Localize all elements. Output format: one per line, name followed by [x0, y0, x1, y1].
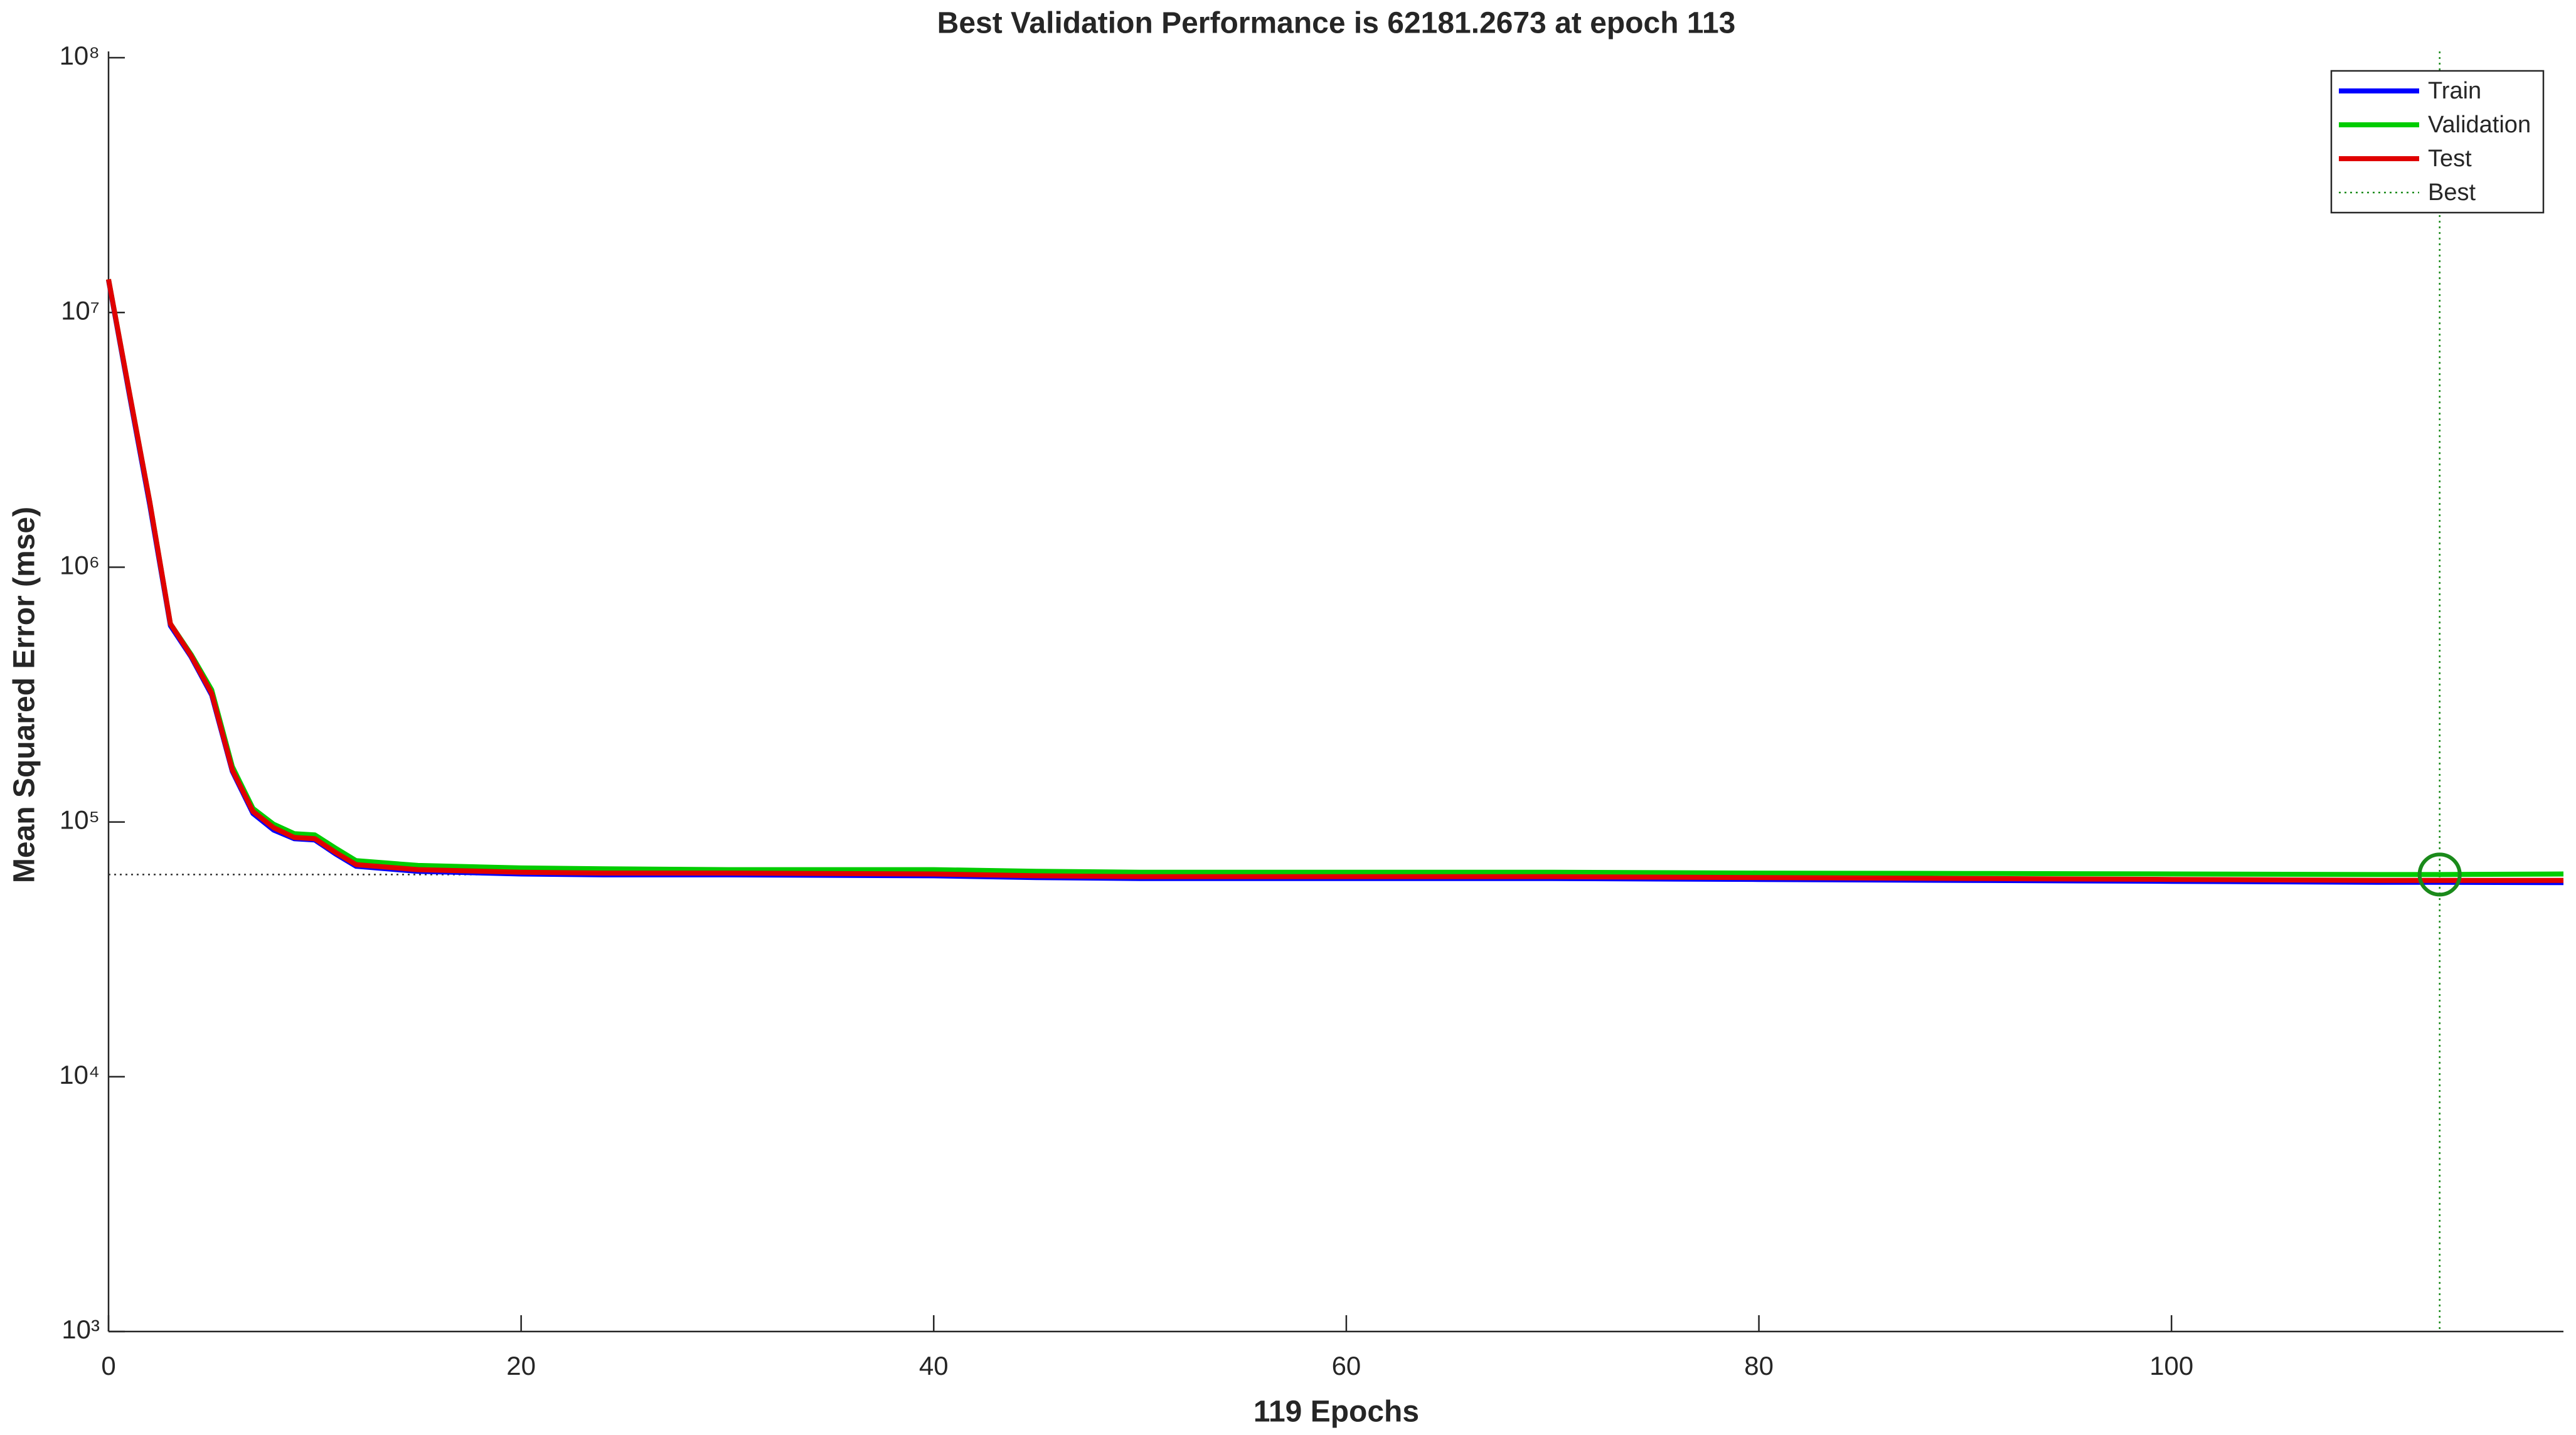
best-marker	[2417, 852, 2462, 897]
legend-label: Best	[2428, 179, 2476, 206]
y-axis-label: Mean Squared Error (mse)	[8, 507, 41, 883]
y-tick-label: 10⁶	[60, 550, 100, 580]
legend-label: Validation	[2428, 112, 2531, 138]
x-tick-label: 0	[101, 1351, 115, 1380]
y-tick-label: 10⁵	[60, 805, 100, 835]
x-axis-label: 119 Epochs	[1253, 1395, 1419, 1429]
x-tick-label: 20	[506, 1351, 536, 1380]
y-tick-label: 10⁸	[60, 41, 100, 70]
series-line	[106, 279, 2564, 886]
legend-label: Test	[2428, 146, 2472, 172]
y-tick-label: 10⁴	[59, 1060, 100, 1089]
x-tick-label: 60	[1332, 1351, 1361, 1380]
x-tick-label: 100	[2149, 1351, 2193, 1380]
legend-label: Train	[2428, 78, 2481, 104]
series-line	[106, 278, 2564, 877]
y-tick-label: 10³	[61, 1315, 100, 1344]
legend: Train Validation Test Best	[2330, 70, 2545, 214]
series-line	[106, 278, 2563, 883]
x-tick-label: 40	[919, 1351, 949, 1380]
x-tick-label: 80	[1744, 1351, 1774, 1380]
chart-title: Best Validation Performance is 62181.267…	[937, 7, 1736, 40]
y-tick-label: 10⁷	[61, 295, 100, 325]
legend-box	[2330, 70, 2545, 214]
